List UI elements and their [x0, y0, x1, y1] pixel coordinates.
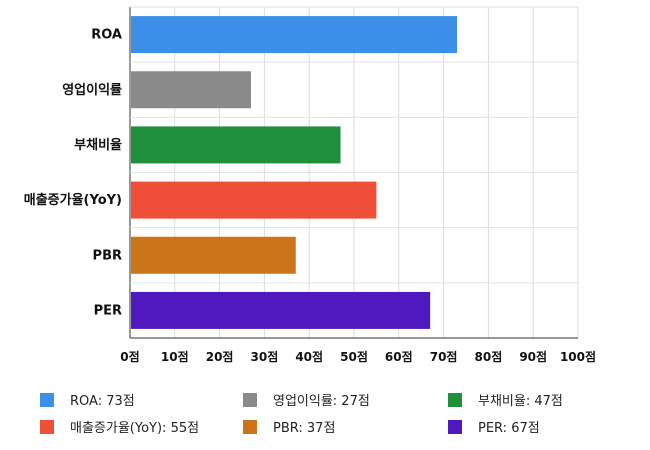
- legend-item-debt-ratio: 부채비율: 47점: [448, 390, 638, 409]
- x-tick-label: 40점: [295, 349, 323, 364]
- x-tick-label: 70점: [430, 349, 458, 364]
- grid-lines: [129, 6, 579, 339]
- legend-swatch: [243, 419, 257, 434]
- legend-item-roa: ROA: 73점: [40, 390, 243, 409]
- x-tick-label: 100점: [560, 349, 596, 364]
- x-axis-tick-labels: 0점 10점 20점 30점 40점 50점 60점 70점 80점 90점 100점: [120, 349, 596, 364]
- x-tick-label: 60점: [385, 349, 413, 364]
- category-label: PBR: [93, 248, 122, 263]
- bar: [131, 181, 377, 219]
- bar: [131, 16, 458, 54]
- legend-swatch: [448, 419, 462, 434]
- legend-label: PER: 67점: [478, 421, 540, 436]
- x-tick-label: 20점: [206, 349, 234, 364]
- legend-item-revenue-growth: 매출증가율(YoY): 55점: [40, 417, 243, 436]
- legend-label: PBR: 37점: [273, 421, 336, 436]
- category-label: 부채비율: [74, 137, 122, 153]
- bars: [131, 16, 458, 329]
- bar: [131, 71, 251, 109]
- legend-item-pbr: PBR: 37점: [243, 417, 448, 436]
- category-label: ROA: [91, 28, 122, 43]
- category-label: 매출증가율(YoY): [24, 192, 122, 208]
- x-tick-label: 50점: [340, 349, 368, 364]
- x-tick-label: 90점: [519, 349, 547, 364]
- x-tick-label: 0점: [120, 349, 139, 364]
- legend-swatch: [40, 419, 54, 434]
- bar: [131, 291, 431, 329]
- legend-item-operating-margin: 영업이익률: 27점: [243, 390, 448, 409]
- x-tick-label: 80점: [475, 349, 503, 364]
- category-label: 영업이익률: [62, 82, 122, 98]
- bar: [131, 126, 341, 164]
- x-tick-label: 30점: [251, 349, 279, 364]
- legend-item-per: PER: 67점: [448, 417, 638, 436]
- legend-swatch: [40, 392, 54, 407]
- legend-label: 부채비율: 47점: [478, 394, 563, 409]
- legend-label: ROA: 73점: [70, 394, 135, 409]
- legend-label: 영업이익률: 27점: [273, 394, 370, 409]
- legend-label: 매출증가율(YoY): 55점: [70, 421, 200, 436]
- category-label: PER: [94, 303, 122, 318]
- x-tick-label: 10점: [161, 349, 189, 364]
- bar: [131, 236, 296, 274]
- legend: ROA: 73점 영업이익률: 27점 부채비율: 47점 매출증가율(YoY)…: [40, 390, 640, 436]
- legend-swatch: [448, 392, 462, 407]
- legend-swatch: [243, 392, 257, 407]
